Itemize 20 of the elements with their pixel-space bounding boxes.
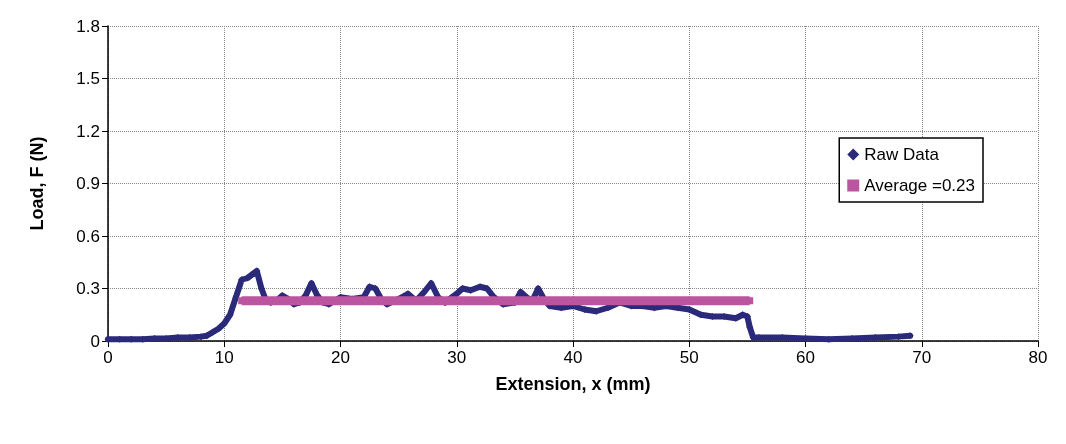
x-tick-label: 70 [912, 348, 932, 367]
y-tick-label: 0.3 [76, 279, 100, 298]
x-tick-label: 40 [563, 348, 583, 367]
x-tick-label: 80 [1028, 348, 1048, 367]
y-tick-label: 0 [90, 331, 100, 351]
x-axis-title: Extension, x (mm) [495, 374, 651, 394]
y-axis-title: Load, F (N) [27, 136, 47, 231]
x-tick-label: 30 [447, 348, 467, 367]
y-tick-label: 0.9 [76, 174, 100, 193]
y-tick-label: 1.2 [76, 121, 100, 141]
x-tick-label: 10 [214, 348, 234, 367]
x-tick-label: 60 [796, 348, 815, 367]
y-tick-label: 1.5 [76, 69, 100, 88]
legend-label: Raw Data [864, 145, 940, 164]
y-tick-label: 0.6 [76, 226, 100, 246]
x-tick-label: 50 [679, 348, 699, 367]
legend-label: Average =0.23 [864, 176, 975, 195]
y-tick-label: 1.8 [76, 16, 100, 36]
x-tick-label: 20 [331, 348, 350, 367]
x-tick-label: 0 [103, 348, 113, 367]
